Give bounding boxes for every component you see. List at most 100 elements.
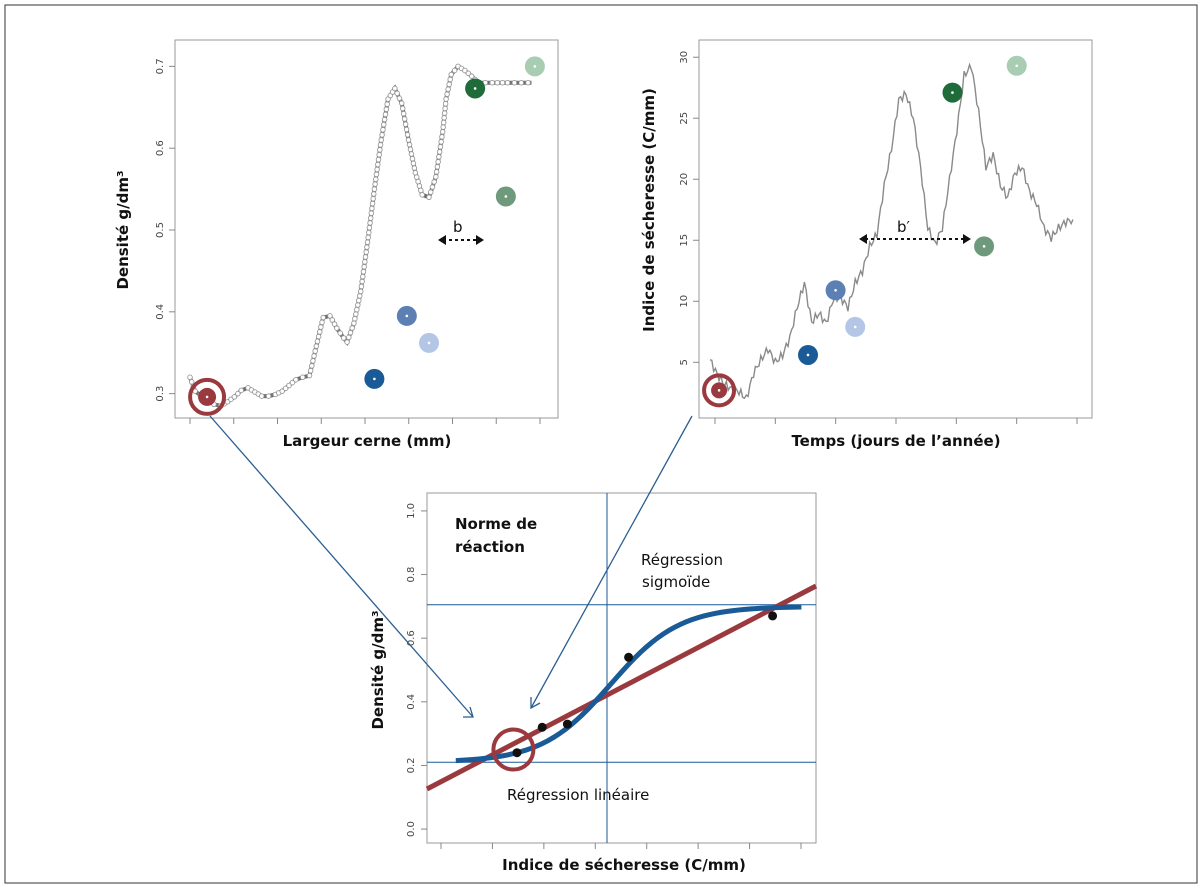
plot1-curve-marker xyxy=(462,67,468,74)
plot1-curve-marker xyxy=(438,139,444,145)
plot1-curve-marker xyxy=(439,134,445,140)
plot1-curve-marker xyxy=(415,178,421,185)
plot2-b-prime-label: b′ xyxy=(897,218,911,236)
plot1-highlight-center xyxy=(427,341,431,345)
sigmoid-label-line1: Régression xyxy=(641,551,723,569)
plot1-y-tick-label: 0.5 xyxy=(155,222,166,238)
plot1-curve-marker xyxy=(442,105,448,112)
plot3-regressions xyxy=(425,583,818,792)
plot1-curve-marker xyxy=(378,137,384,143)
plot1-curve-marker xyxy=(447,76,453,83)
plot3-box xyxy=(426,492,817,844)
plot1-curve-marker xyxy=(352,315,358,322)
plot1-curve-marker xyxy=(286,382,292,389)
plot1-curve-marker xyxy=(238,387,244,394)
plot1-box xyxy=(174,39,559,419)
plot3-y-tick-label: 0.0 xyxy=(406,821,417,837)
panel-reaction-norm: 0.0 0.2 0.4 0.6 0.8 1.0 Norme de réaction Rég… xyxy=(369,492,818,874)
figure-frame xyxy=(4,4,1198,884)
plot1-x-ticks xyxy=(189,418,541,424)
plot1-curve-marker xyxy=(436,149,443,155)
plot1-b-label: b xyxy=(453,218,463,236)
plot1-y-tick-label: 0.7 xyxy=(155,58,166,74)
plot1-x-label: Largeur cerne (mm) xyxy=(283,432,452,450)
plot1-highlight-center xyxy=(504,195,508,198)
linear-regression-label: Régression linéaire xyxy=(507,786,649,804)
plot1-curve-marker xyxy=(434,164,441,170)
plot1-curve-marker xyxy=(319,319,325,326)
plot1-curve-marker xyxy=(518,79,524,86)
plot3-title-line1: Norme de xyxy=(455,515,537,533)
plot2-y-tick-label: 15 xyxy=(679,234,690,247)
plot1-highlight-points xyxy=(188,56,545,416)
plot1-curve-marker xyxy=(406,141,413,148)
plot1-curve-marker xyxy=(379,132,385,138)
plot1-curve-marker xyxy=(440,119,447,126)
plot2-x-ticks xyxy=(714,418,1078,424)
plot1-curve-marker xyxy=(489,79,495,86)
plot1-curve-marker xyxy=(441,115,447,121)
plot1-curve-marker xyxy=(369,200,376,207)
plot1-curve-marker xyxy=(357,293,363,299)
plot3-y-label: Densité g/dm³ xyxy=(369,610,387,729)
plot1-curve-marker xyxy=(307,367,314,374)
plot1-curve-marker xyxy=(354,306,360,313)
plot1-curve-marker xyxy=(314,338,321,345)
plot1-curve-marker xyxy=(347,329,354,336)
plot1-curve-marker xyxy=(299,374,306,381)
plot1-curve-marker xyxy=(366,225,373,231)
plot1-curve-marker xyxy=(188,379,195,385)
plot2-y-tick-label: 5 xyxy=(679,359,690,365)
plot1-curve-marker xyxy=(353,311,359,317)
plot1-curve-marker xyxy=(367,220,373,226)
plot1-curve-marker xyxy=(359,278,365,285)
plot2-drought-curve xyxy=(709,62,1074,400)
plot1-curve-marker xyxy=(310,358,316,364)
connector-arrows xyxy=(209,415,693,718)
plot1-curve-marker xyxy=(282,385,289,392)
plot1-curve-marker xyxy=(401,116,408,122)
plot1-curve-marker xyxy=(380,127,386,133)
plot3-target-ring xyxy=(491,727,536,772)
plot1-curve-marker xyxy=(433,169,440,175)
plot1-curve-marker xyxy=(258,393,265,399)
plot1-curve-marker xyxy=(346,334,352,341)
plot1-curve-marker xyxy=(265,393,272,399)
plot1-curve-marker xyxy=(235,390,241,397)
plot1-curve-marker xyxy=(340,335,347,341)
plot1-curve-marker xyxy=(511,79,518,86)
plot1-curve-marker xyxy=(372,181,378,187)
plot1-curve-marker xyxy=(293,376,299,383)
plot2-y-tick-label: 10 xyxy=(679,295,690,308)
plot2-x-label: Temps (jours de l’année) xyxy=(791,432,1000,450)
plot1-curve-marker xyxy=(435,159,441,165)
plot1-curve-marker xyxy=(403,126,410,133)
plot1-highlight-center xyxy=(405,314,409,318)
plot2-y-ticks: 5 10 15 20 25 30 xyxy=(679,51,699,365)
plot1-curve-marker xyxy=(364,244,370,250)
plot1-curve-marker xyxy=(306,372,313,379)
plot2-highlight-center xyxy=(951,91,954,94)
plot1-curve-marker xyxy=(446,81,452,88)
plot1-target-ring xyxy=(188,377,227,416)
plot3-data-point xyxy=(768,611,778,621)
plot3-y-tick-label: 0.8 xyxy=(406,567,417,583)
plot1-curve-marker xyxy=(376,151,382,158)
plot1-curve-marker xyxy=(370,196,376,202)
plot1-curve-marker xyxy=(402,121,409,127)
plot1-curve-marker xyxy=(411,165,418,171)
plot1-curve-marker xyxy=(444,91,450,97)
plot1-curve-marker xyxy=(381,121,387,128)
plot1-curve-marker xyxy=(437,144,444,150)
plot1-curve-marker xyxy=(504,79,511,86)
plot1-density-curve xyxy=(188,63,532,409)
plot2-highlight-center xyxy=(806,353,810,357)
plot1-curve-marker xyxy=(320,314,326,321)
plot1-curve-marker xyxy=(443,96,449,102)
plot1-curve-marker xyxy=(375,161,381,168)
plot1-curve-marker xyxy=(451,67,458,74)
plot1-curve-marker xyxy=(357,288,364,295)
plot1-curve-marker xyxy=(381,116,388,123)
plot1-curve-marker xyxy=(416,183,423,189)
plot3-x-label: Indice de sécheresse (C/mm) xyxy=(502,856,746,874)
